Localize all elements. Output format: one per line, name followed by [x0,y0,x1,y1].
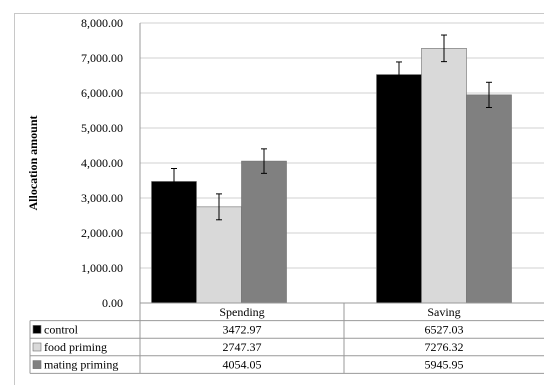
y-tick-label: 6,000.00 [81,86,123,100]
table-cell-value: 7276.32 [425,340,464,354]
bar-control [151,181,197,304]
y-tick-label: 5,000.00 [81,121,123,135]
table-cell-value: 4054.05 [223,358,262,372]
table-cell-value: 3472.97 [223,322,262,336]
table-cell-value: 5945.95 [425,358,464,372]
bar-control [376,74,422,304]
bar-mating-priming [241,160,287,304]
y-tick-label: 3,000.00 [81,191,123,205]
bar-food-priming [196,206,242,304]
y-tick-label: 0.00 [102,296,123,310]
legend-key [32,360,42,369]
legend-key [32,325,42,334]
y-tick-label: 8,000.00 [81,16,123,30]
y-axis-title: Allocation amount [26,115,40,210]
chart-frame [14,13,544,385]
table-cell-value: 6527.03 [425,322,464,336]
legend-key [32,342,42,352]
legend-label: food priming [44,340,107,354]
x-category-label: Spending [219,305,264,319]
y-tick-label: 1,000.00 [81,261,123,275]
y-tick-label: 4,000.00 [81,156,123,170]
legend-label: control [44,322,79,336]
legend-label: mating priming [44,358,118,372]
y-tick-label: 2,000.00 [81,226,123,240]
y-tick-label: 7,000.00 [81,51,123,65]
bar-food-priming [421,48,467,304]
x-category-label: Saving [427,305,460,319]
table-cell-value: 2747.37 [223,340,262,354]
bar-mating-priming [466,94,512,304]
